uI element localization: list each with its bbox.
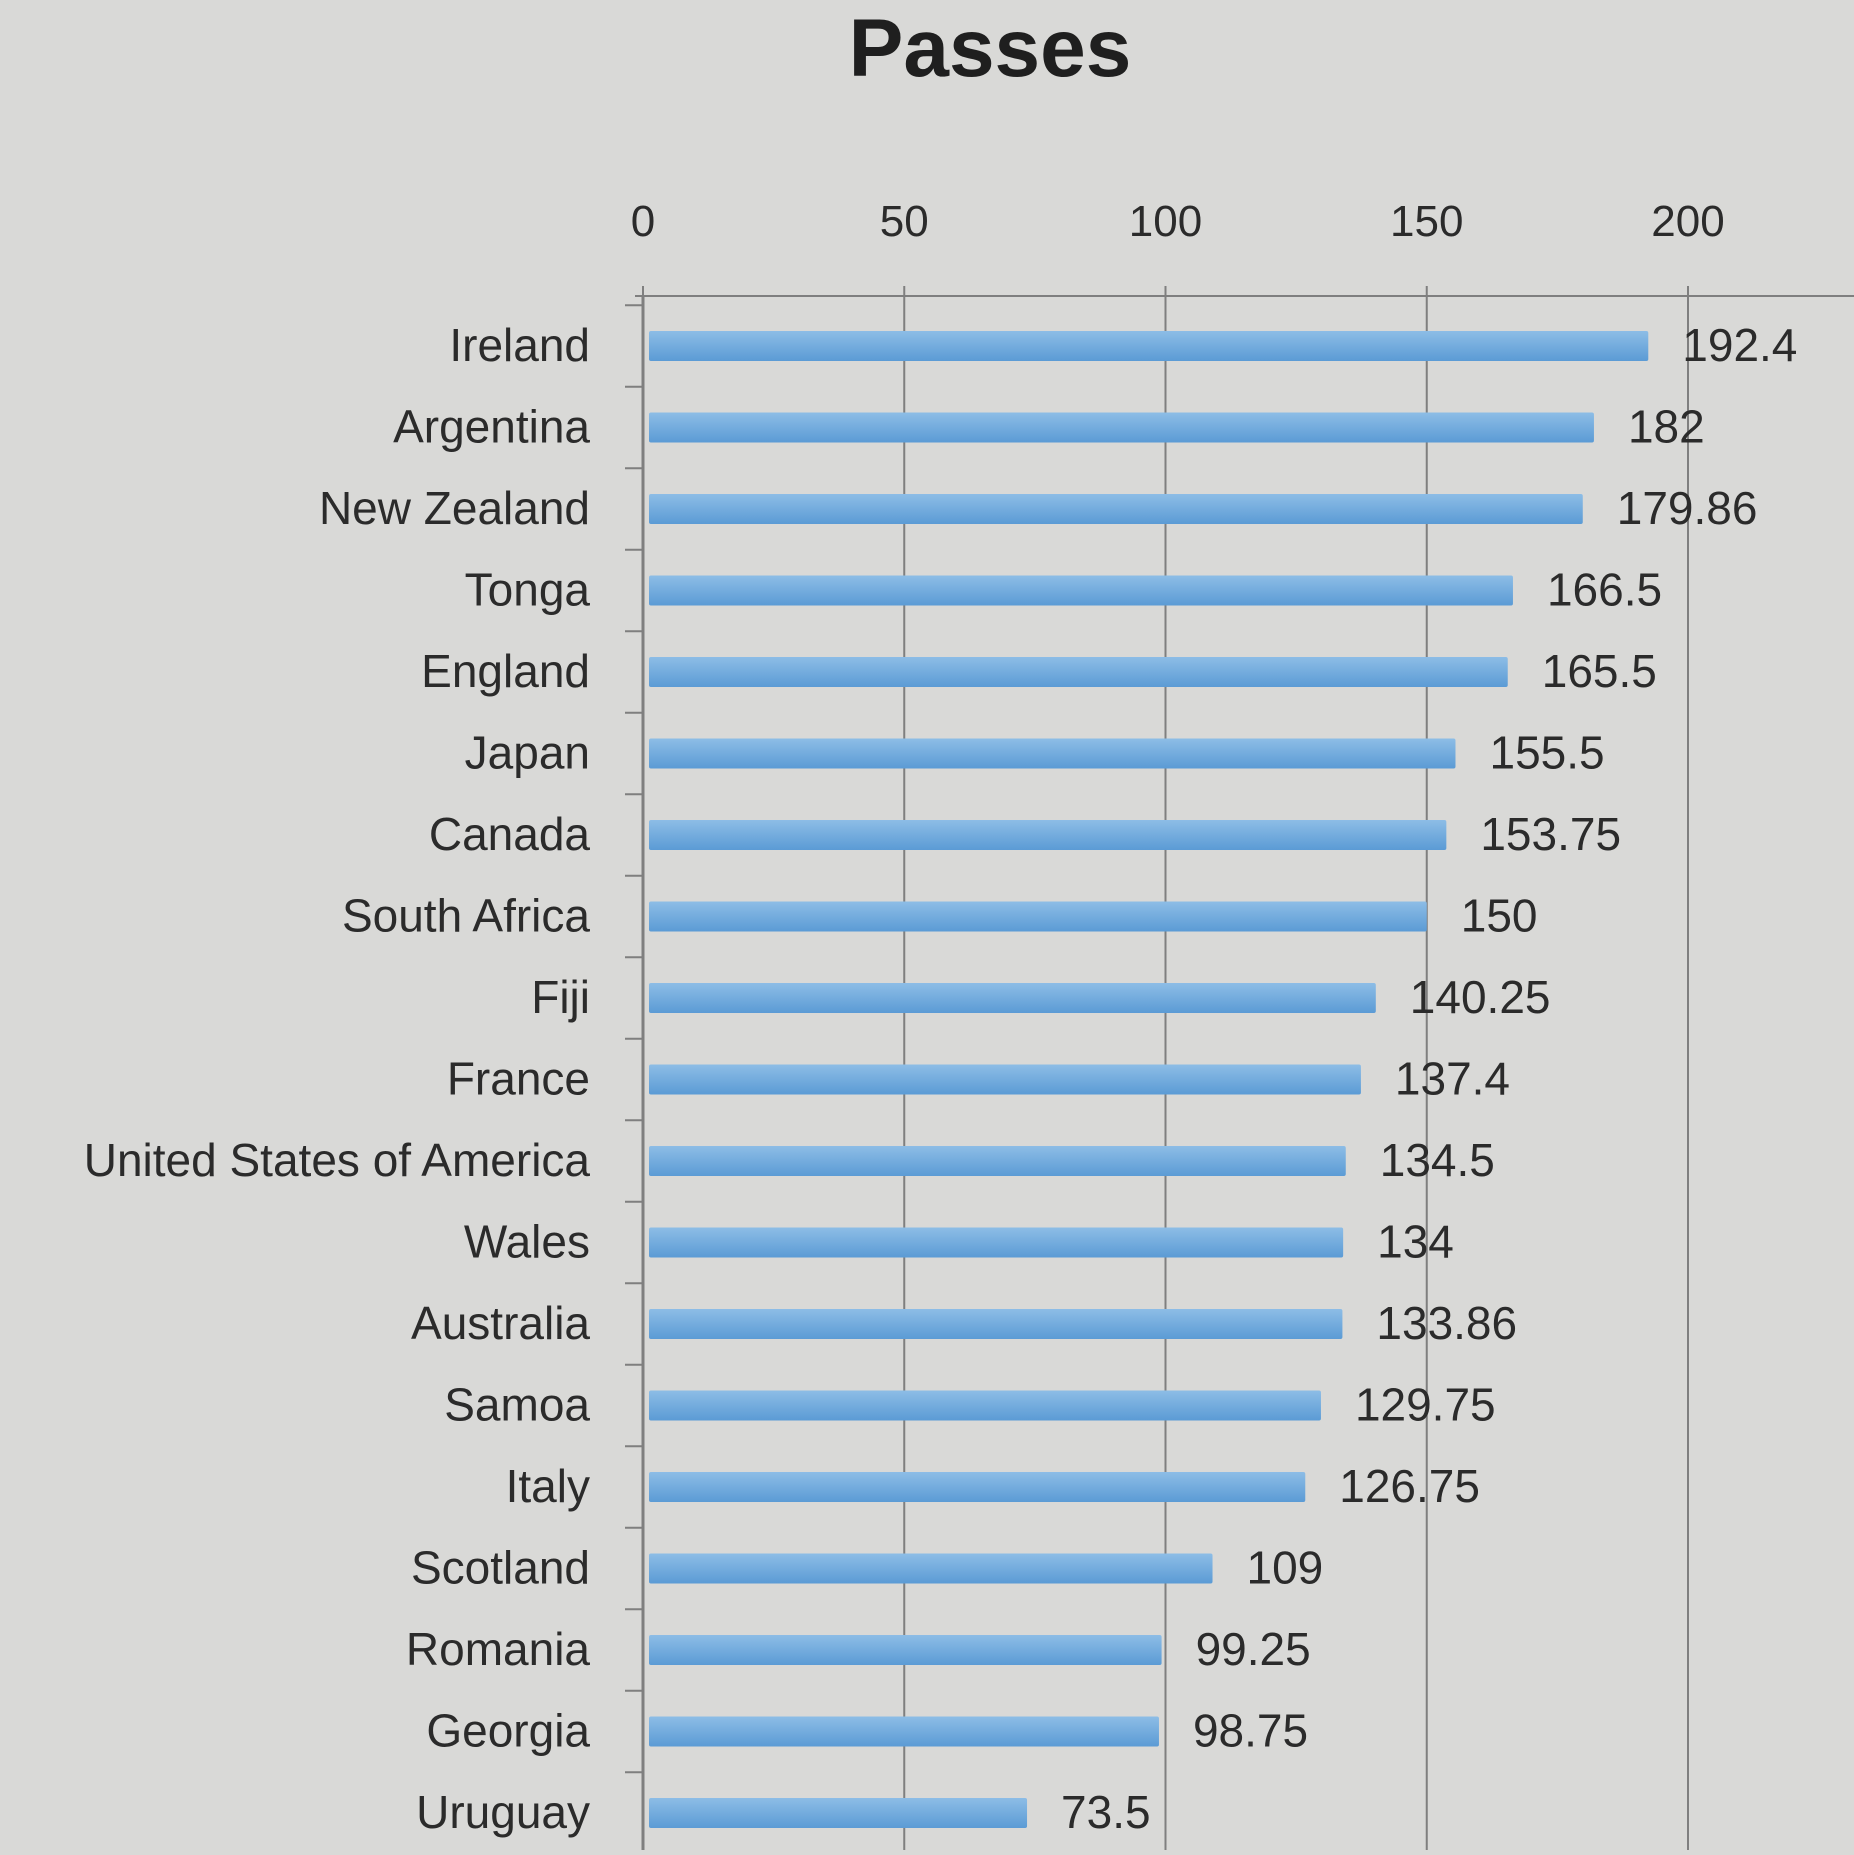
- category-labels: Ireland Argentina New Zealand Tonga England J…: [84, 319, 591, 1838]
- data-label: 166.5: [1547, 564, 1662, 616]
- x-tick-label: 0: [631, 197, 655, 246]
- category-label: Scotland: [411, 1542, 590, 1594]
- data-label: 137.4: [1395, 1053, 1510, 1105]
- category-label: Uruguay: [416, 1786, 590, 1838]
- bar: [649, 657, 1508, 687]
- data-label: 153.75: [1480, 808, 1621, 860]
- bar: [649, 820, 1447, 850]
- bar: [649, 983, 1376, 1013]
- data-label: 165.5: [1542, 645, 1657, 697]
- category-label: Ireland: [449, 319, 590, 371]
- x-tick-label: 150: [1390, 197, 1463, 246]
- category-label: Australia: [411, 1297, 590, 1349]
- category-label: South Africa: [342, 890, 590, 942]
- x-tick-label: 200: [1651, 197, 1724, 246]
- bar: [649, 494, 1583, 524]
- bar: [649, 738, 1456, 769]
- bar: [649, 575, 1513, 606]
- category-label: United States of America: [84, 1134, 591, 1186]
- bars: [649, 331, 1649, 1828]
- category-label: Wales: [464, 1216, 590, 1268]
- category-label: Fiji: [531, 971, 590, 1023]
- data-labels: 192.4 182 179.86 166.5 165.5 155.5 153.75 150 14…: [1061, 319, 1797, 1838]
- data-label: 134.5: [1380, 1134, 1495, 1186]
- bar: [649, 1472, 1306, 1502]
- data-label: 179.86: [1617, 482, 1758, 534]
- data-label: 192.4: [1682, 319, 1797, 371]
- category-label: Japan: [465, 727, 590, 779]
- category-label: England: [421, 645, 590, 697]
- data-label: 109: [1247, 1542, 1324, 1594]
- bar: [649, 1146, 1346, 1176]
- category-label: Tonga: [465, 564, 591, 616]
- bar: [649, 1064, 1361, 1095]
- data-label: 129.75: [1355, 1379, 1496, 1431]
- data-label: 140.25: [1410, 971, 1551, 1023]
- data-label: 133.86: [1376, 1297, 1517, 1349]
- bar: [649, 1227, 1344, 1258]
- category-label: Canada: [429, 808, 591, 860]
- bar: [649, 1635, 1162, 1665]
- category-label: Georgia: [426, 1705, 590, 1757]
- category-label: France: [447, 1053, 590, 1105]
- data-label: 182: [1628, 401, 1705, 453]
- data-label: 73.5: [1061, 1786, 1151, 1838]
- bar: [649, 1716, 1159, 1747]
- category-label: Samoa: [444, 1379, 590, 1431]
- category-label: New Zealand: [319, 482, 590, 534]
- bar: [649, 331, 1649, 361]
- x-axis-ticks: 0 50 100 150 200: [625, 197, 1725, 1855]
- data-label: 126.75: [1339, 1460, 1480, 1512]
- bar: [649, 901, 1427, 932]
- data-label: 155.5: [1489, 727, 1604, 779]
- chart-title: Passes: [849, 3, 1132, 94]
- bar: [649, 1309, 1343, 1339]
- bar: [649, 1553, 1213, 1584]
- bar: [649, 412, 1594, 443]
- bar: [649, 1390, 1321, 1421]
- bar: [649, 1798, 1028, 1828]
- category-label: Italy: [506, 1460, 590, 1512]
- category-label: Argentina: [393, 401, 590, 453]
- data-label: 150: [1461, 890, 1538, 942]
- data-label: 98.75: [1193, 1705, 1308, 1757]
- x-tick-label: 50: [880, 197, 929, 246]
- category-label: Romania: [406, 1623, 591, 1675]
- data-label: 99.25: [1196, 1623, 1311, 1675]
- data-label: 134: [1377, 1216, 1454, 1268]
- x-tick-label: 100: [1129, 197, 1202, 246]
